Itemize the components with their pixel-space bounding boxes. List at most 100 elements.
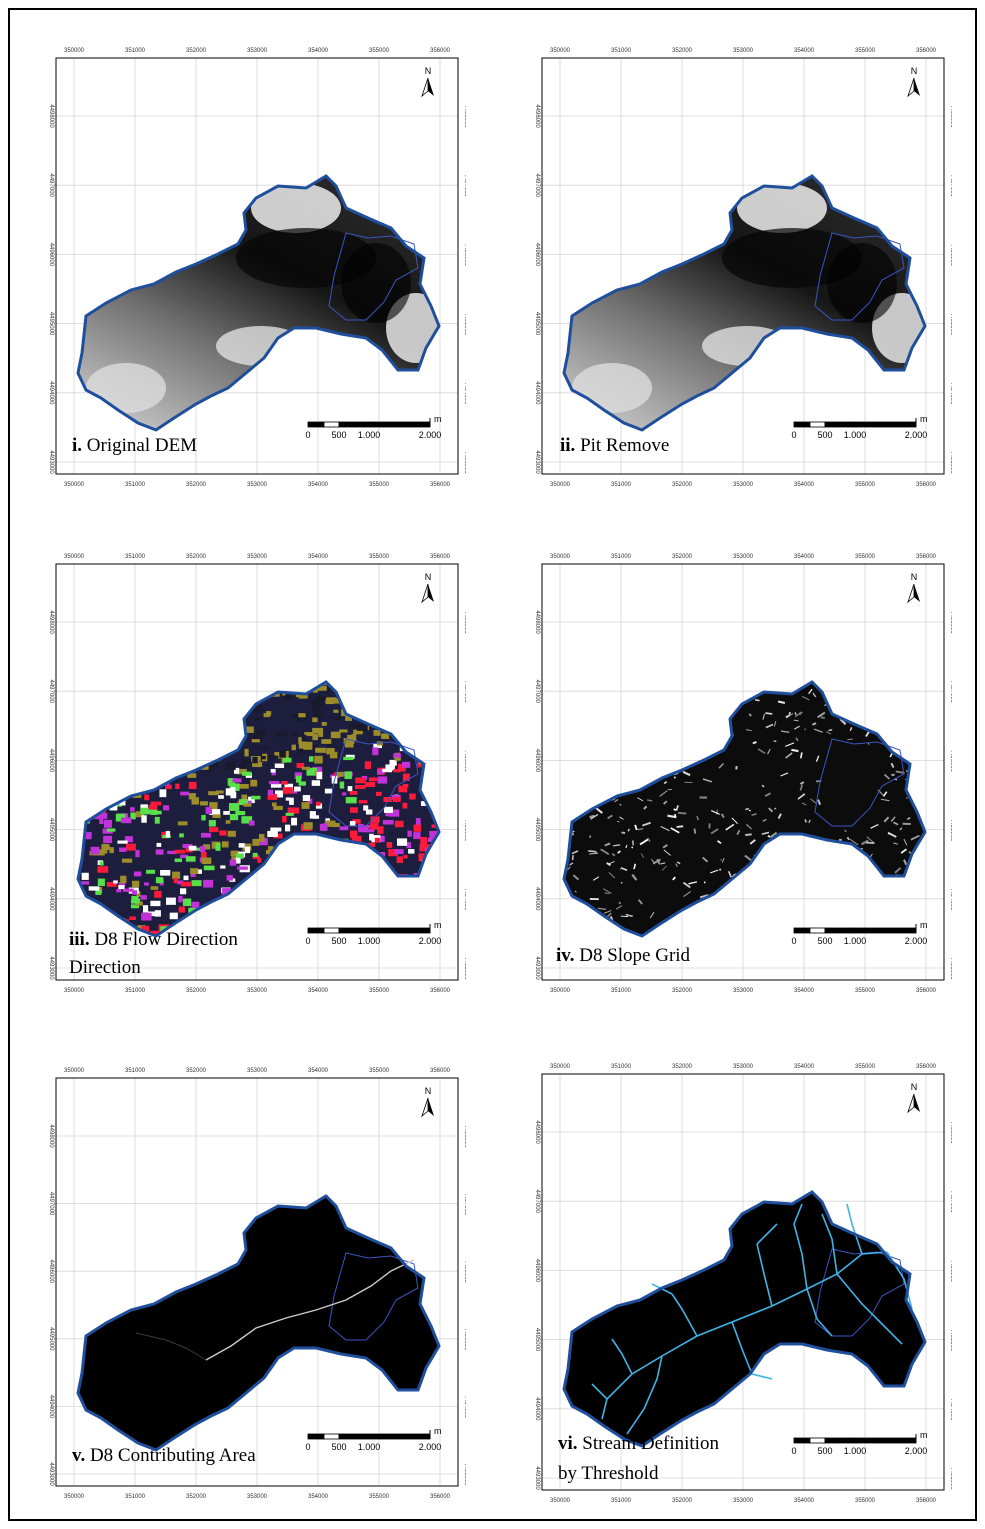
flow-cell [233,767,240,774]
flow-cell [200,801,208,806]
flow-cell [177,821,188,826]
flow-cell [258,704,264,712]
flow-cell [377,826,384,834]
flow-cell [284,750,289,759]
flow-cell [379,851,386,857]
flow-cell [104,754,115,763]
slope-texture [863,862,869,868]
flow-cell [235,687,246,696]
north-arrow-left [907,583,915,604]
flow-cell [312,699,323,707]
slope-texture [682,685,687,692]
flow-cell [129,771,135,775]
watershed-fill [78,176,439,430]
flow-cell [329,751,338,759]
flow-cell [200,832,211,838]
y-tick-label-right: 4496000 [463,749,466,773]
flow-cell [298,743,305,750]
slope-texture [699,694,709,700]
flow-cell [195,869,202,874]
slope-texture [815,910,825,913]
flow-cell [415,818,421,826]
slope-texture [754,699,760,702]
flow-cell [257,928,264,936]
slope-texture [649,721,658,729]
flow-cell [382,819,394,825]
stream-line [643,1355,663,1410]
flow-cell [267,830,278,837]
slope-texture [855,714,863,717]
flow-cell [109,803,118,811]
flow-cell [279,892,288,896]
flow-cell [142,905,149,913]
north-arrow-icon: N [421,66,434,98]
slope-texture [820,716,825,719]
flow-cell [162,741,174,749]
scale-tick-label: 0 [791,936,796,946]
slope-texture [773,720,777,727]
flow-cell [109,847,114,854]
flow-cell [357,867,368,876]
x-tick-label-top: 351000 [125,554,146,560]
flow-cell [298,713,306,721]
slope-texture [637,797,644,802]
flow-cell [285,797,291,801]
flow-cell [418,853,428,862]
flow-cell [180,761,191,769]
slope-texture [802,802,807,806]
slope-texture [813,910,821,916]
flow-cell [437,870,439,877]
flow-cell [291,744,296,751]
flow-cell [121,774,129,780]
flow-cell [108,789,113,796]
flow-cell [258,682,266,686]
flow-cell [279,863,287,870]
flow-cell [293,932,303,936]
slope-texture [602,888,612,894]
scale-segment [793,1437,811,1444]
flow-cell [235,768,247,775]
slope-texture [777,894,784,899]
flow-cell [182,843,193,849]
flow-cell [239,784,249,789]
flow-cell [351,854,359,862]
flow-cell [165,753,172,760]
y-tick-label-left: 4498000 [48,104,54,128]
north-label: N [425,66,432,76]
slope-texture [823,842,831,846]
y-tick-label-right: 4494000 [949,381,952,405]
slope-texture [650,767,658,772]
flow-cell [94,720,105,729]
flow-cell [223,742,230,750]
slope-texture [562,759,564,760]
stream-line [846,1203,863,1255]
flow-cell [113,880,118,884]
slope-texture [903,838,908,846]
slope-texture [795,737,799,742]
map-canvas: 350000 350000 351000 351000 352000 352000 3530… [48,48,466,488]
flow-cell [79,707,85,715]
flow-cell [163,805,170,811]
flow-cell [227,736,238,741]
x-tick-label-top: 352000 [672,48,693,54]
flow-cell [339,781,345,789]
x-tick-label-bottom: 351000 [611,988,632,994]
slope-texture [917,682,925,683]
slope-texture [588,721,597,725]
scale-tick-label: 2.000 [905,430,928,440]
x-tick-label-bottom: 354000 [308,482,329,488]
flow-cell [358,800,368,804]
flow-cell [213,721,220,728]
x-tick-label-top: 353000 [247,48,268,54]
slope-texture [710,869,719,874]
flow-cell [236,703,246,708]
scale-unit: m [920,920,928,930]
slope-texture [710,828,719,835]
north-label: N [911,1082,918,1092]
map-panel-d8-contributing-area: 350000 350000 351000 351000 352000 352000 3530… [38,1062,466,1502]
flow-cell [321,739,332,744]
flow-cell [177,695,186,702]
flow-cell [250,779,258,787]
x-tick-label-top: 355000 [855,554,876,560]
scale-tick-label: 1.000 [844,430,867,440]
